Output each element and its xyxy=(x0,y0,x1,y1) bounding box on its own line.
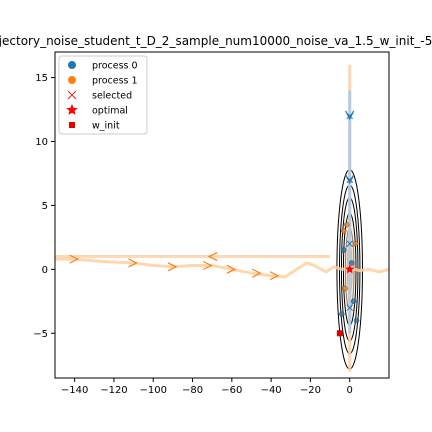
y-tick-label: −5 xyxy=(33,329,48,340)
legend-label: process 1 xyxy=(92,76,138,87)
w-init-marker xyxy=(336,330,343,337)
process-1-arrow xyxy=(128,258,138,268)
data-point xyxy=(350,298,357,304)
data-point xyxy=(341,228,347,234)
y-tick-label: 0 xyxy=(42,265,48,276)
process-1-arrow xyxy=(252,268,262,278)
legend-label: w_init xyxy=(92,121,120,132)
axes-frame xyxy=(54,51,390,379)
x-tick-label: −20 xyxy=(300,385,321,396)
plot-area xyxy=(55,64,389,372)
data-point xyxy=(353,317,360,324)
y-tick-label: 15 xyxy=(35,73,48,84)
selected-marker xyxy=(346,112,354,120)
chart-title: trajectory_noise_student_t_D_2_sample_nu… xyxy=(0,34,432,48)
data-point xyxy=(344,221,350,228)
legend-marker xyxy=(66,104,78,115)
y-tick-label: 5 xyxy=(42,201,48,212)
x-axis: −140 −120 −100 −80 −60 −40 −20 0 xyxy=(61,378,353,396)
data-point xyxy=(342,285,348,292)
process-1-arrow xyxy=(167,262,178,272)
process-1-arrow xyxy=(226,264,237,274)
legend-marker xyxy=(69,122,75,128)
legend: process 0 process 1 selected optimal w_init xyxy=(58,55,148,135)
data-point xyxy=(339,311,345,317)
x-tick-label: 0 xyxy=(347,385,353,396)
process-1-arrow xyxy=(207,252,218,262)
selected-marker xyxy=(346,176,354,184)
legend-label: optimal xyxy=(92,106,128,117)
legend-box xyxy=(58,55,148,135)
data-point xyxy=(341,247,347,253)
y-tick-label: 10 xyxy=(35,137,48,148)
x-tick-label: −140 xyxy=(61,385,88,396)
x-tick-label: −100 xyxy=(140,385,167,396)
x-tick-label: −60 xyxy=(221,385,242,396)
legend-label: process 0 xyxy=(92,61,138,72)
x-tick-label: −120 xyxy=(100,385,127,396)
y-axis: −5 0 5 10 15 xyxy=(33,73,55,340)
process-1-arrow xyxy=(269,271,280,281)
data-point xyxy=(348,260,355,266)
legend-marker xyxy=(67,90,77,100)
process-1-line xyxy=(55,257,389,279)
data-point xyxy=(352,241,359,247)
optimal-marker xyxy=(344,264,355,274)
process-1-arrow xyxy=(202,260,213,271)
x-tick-label: −80 xyxy=(182,385,203,396)
process-1-arrow xyxy=(69,254,79,264)
selected-marker xyxy=(346,304,354,312)
legend-marker xyxy=(68,61,76,69)
x-tick-label: −40 xyxy=(261,385,282,396)
selected-marker xyxy=(346,240,354,248)
legend-marker xyxy=(68,76,76,84)
legend-label: selected xyxy=(92,91,132,102)
